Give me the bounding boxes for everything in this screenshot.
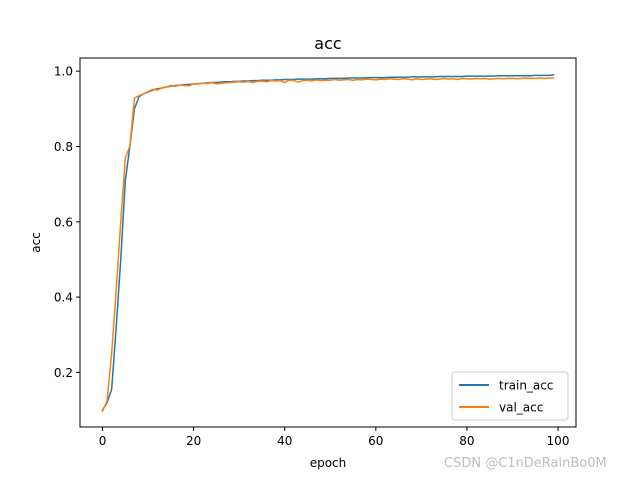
axes-frame — [79, 57, 577, 428]
x-axis: 0 20 40 60 80 100 — [99, 427, 570, 448]
legend-label-val-acc: val_acc — [499, 401, 543, 415]
y-tick-label: 0.4 — [54, 291, 73, 305]
series-line-train-acc — [101, 74, 555, 412]
x-tick-label: 0 — [99, 434, 107, 448]
plot-area — [101, 74, 555, 413]
y-axis-label: acc — [29, 232, 43, 253]
series-line-val-acc — [101, 77, 555, 413]
x-axis-label: epoch — [310, 456, 347, 470]
y-tick-label: 0.6 — [54, 215, 73, 229]
legend-label-train-acc: train_acc — [499, 379, 553, 393]
watermark-text: CSDN @C1nDeRainBo0M — [444, 456, 607, 471]
y-tick-label: 0.2 — [54, 366, 73, 380]
x-tick-label: 100 — [547, 434, 570, 448]
y-tick-label: 1.0 — [54, 65, 73, 79]
x-tick-label: 20 — [186, 434, 201, 448]
y-tick-label: 0.8 — [54, 140, 73, 154]
x-tick-label: 40 — [277, 434, 292, 448]
chart-title: acc — [314, 34, 341, 53]
x-tick-label: 60 — [368, 434, 383, 448]
y-axis: 0.2 0.4 0.6 0.8 1.0 — [54, 65, 80, 380]
legend: train_acc val_acc — [451, 371, 569, 421]
x-tick-label: 80 — [459, 434, 474, 448]
